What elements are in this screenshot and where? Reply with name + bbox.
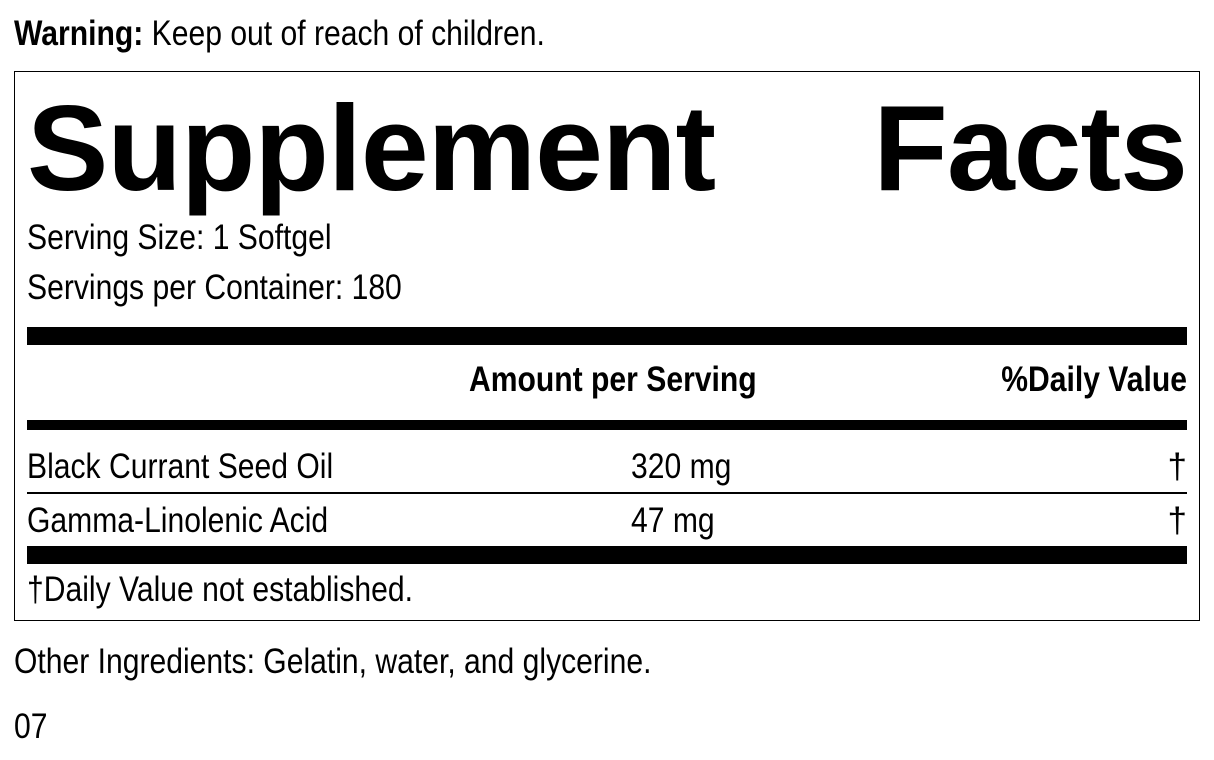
- title-word-supplement: Supplement: [27, 80, 716, 216]
- thick-divider: [27, 546, 1187, 564]
- other-ingredients: Other Ingredients: Gelatin, water, and g…: [14, 642, 652, 681]
- warning-statement: Warning: Keep out of reach of children.: [14, 14, 631, 54]
- title-word-facts: Facts: [873, 80, 1188, 216]
- serving-size: Serving Size: 1 Softgel: [27, 218, 332, 257]
- panel-title: Supplement Facts: [27, 78, 1188, 218]
- medium-divider: [27, 420, 1187, 430]
- footnote: †Daily Value not established.: [27, 570, 413, 609]
- row-divider: [27, 492, 1187, 494]
- header-daily-value: %Daily Value: [1001, 360, 1187, 399]
- ingredient-dv: †: [1167, 447, 1187, 486]
- thick-divider: [27, 327, 1187, 345]
- product-code: 07: [14, 707, 48, 746]
- ingredient-amount: 320 mg: [631, 447, 732, 486]
- ingredient-amount: 47 mg: [631, 501, 715, 540]
- header-amount-per-serving: Amount per Serving: [469, 360, 757, 399]
- ingredient-name: Gamma-Linolenic Acid: [27, 501, 329, 540]
- ingredient-name: Black Currant Seed Oil: [27, 447, 334, 486]
- warning-text: Keep out of reach of children.: [143, 14, 545, 53]
- supplement-facts-panel: Supplement Facts Serving Size: 1 Softgel…: [14, 71, 1200, 621]
- warning-label: Warning:: [14, 14, 144, 53]
- servings-per-container: Servings per Container: 180: [27, 268, 402, 307]
- ingredient-dv: †: [1167, 501, 1187, 540]
